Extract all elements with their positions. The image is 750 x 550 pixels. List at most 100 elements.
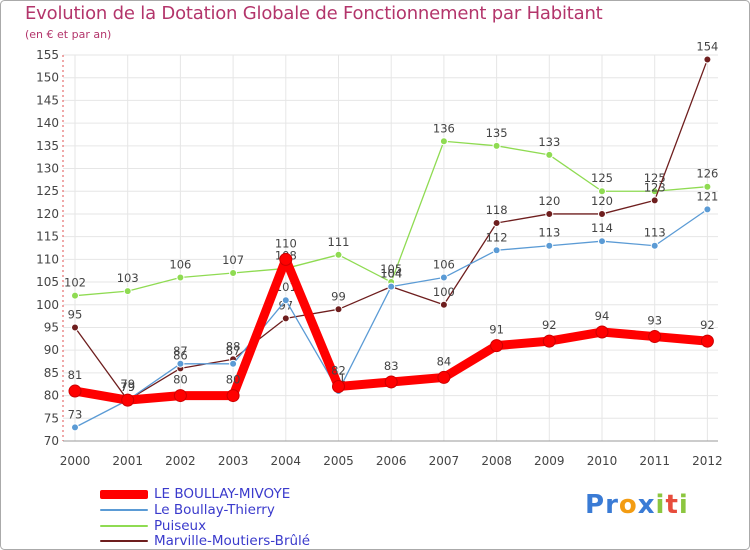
data-label: 114 bbox=[591, 221, 613, 235]
x-tick-label: 2011 bbox=[639, 454, 670, 468]
data-point bbox=[334, 250, 343, 259]
chart-title: Evolution de la Dotation Globale de Fonc… bbox=[25, 3, 603, 24]
data-point bbox=[545, 241, 554, 250]
data-point bbox=[598, 237, 606, 246]
y-tick-label: 115 bbox=[36, 230, 59, 244]
y-tick-label: 140 bbox=[36, 116, 59, 130]
logo-letter: x bbox=[637, 490, 656, 520]
y-tick-label: 130 bbox=[36, 162, 59, 176]
data-label: 135 bbox=[486, 126, 508, 140]
data-label: 103 bbox=[117, 271, 139, 285]
data-point bbox=[71, 291, 79, 300]
data-label: 120 bbox=[538, 194, 560, 208]
data-label: 104 bbox=[380, 267, 402, 281]
data-label: 111 bbox=[328, 235, 350, 249]
data-point bbox=[598, 209, 606, 218]
data-point bbox=[281, 296, 290, 305]
data-label: 110 bbox=[275, 236, 297, 250]
data-point bbox=[703, 55, 712, 64]
data-label: 133 bbox=[538, 135, 560, 149]
x-tick-label: 2004 bbox=[271, 454, 302, 468]
logo-letter: P bbox=[585, 490, 606, 520]
data-label: 107 bbox=[222, 253, 244, 267]
proxiti-logo: Proxiti bbox=[585, 490, 689, 520]
data-point bbox=[332, 380, 345, 394]
data-label: 125 bbox=[644, 171, 666, 185]
logo-letter: o bbox=[618, 490, 638, 520]
data-point bbox=[545, 209, 554, 218]
logo-letter: i bbox=[678, 490, 689, 520]
data-label: 93 bbox=[647, 314, 662, 328]
data-point bbox=[68, 384, 82, 398]
data-label: 88 bbox=[226, 339, 241, 353]
data-label: 87 bbox=[226, 344, 241, 358]
y-tick-label: 90 bbox=[44, 343, 59, 357]
x-tick-label: 2007 bbox=[429, 454, 460, 468]
y-tick-label: 85 bbox=[44, 366, 59, 380]
data-label: 121 bbox=[696, 189, 718, 203]
data-point bbox=[279, 252, 293, 266]
data-label: 126 bbox=[696, 167, 718, 181]
data-label: 106 bbox=[169, 258, 191, 272]
data-label: 92 bbox=[700, 318, 715, 332]
data-point bbox=[703, 205, 712, 214]
data-point bbox=[598, 187, 606, 196]
x-tick-label: 2005 bbox=[323, 454, 354, 468]
data-label: 82 bbox=[331, 364, 346, 378]
data-label: 123 bbox=[644, 180, 666, 194]
data-point bbox=[700, 334, 714, 348]
data-label: 97 bbox=[278, 298, 293, 312]
data-label: 80 bbox=[226, 373, 241, 387]
y-tick-label: 125 bbox=[36, 184, 59, 198]
y-tick-label: 145 bbox=[36, 93, 59, 107]
logo-letter: t bbox=[665, 490, 679, 520]
data-point bbox=[650, 241, 659, 250]
data-label: 80 bbox=[173, 373, 188, 387]
data-label: 125 bbox=[591, 171, 613, 185]
data-label: 91 bbox=[489, 323, 504, 337]
data-label: 79 bbox=[120, 380, 135, 394]
logo-letter: r bbox=[605, 490, 619, 520]
data-label: 106 bbox=[433, 258, 455, 272]
y-tick-label: 135 bbox=[36, 139, 59, 153]
data-point bbox=[595, 325, 609, 339]
y-tick-label: 70 bbox=[44, 434, 59, 448]
x-tick-label: 2006 bbox=[376, 454, 407, 468]
data-label: 83 bbox=[384, 359, 399, 373]
data-point bbox=[492, 246, 501, 255]
data-point bbox=[650, 196, 659, 205]
x-tick-label: 2008 bbox=[481, 454, 512, 468]
data-point bbox=[703, 182, 712, 191]
y-tick-label: 110 bbox=[36, 252, 59, 266]
x-tick-label: 2002 bbox=[165, 454, 196, 468]
y-tick-label: 95 bbox=[44, 320, 59, 334]
data-point bbox=[229, 359, 238, 368]
data-point bbox=[226, 389, 240, 403]
data-label: 79 bbox=[120, 380, 135, 394]
data-point bbox=[545, 150, 554, 159]
data-point bbox=[648, 330, 662, 344]
data-label: 113 bbox=[644, 226, 666, 240]
data-point bbox=[334, 305, 343, 314]
y-tick-label: 155 bbox=[36, 48, 59, 62]
y-tick-label: 150 bbox=[36, 71, 59, 85]
data-label: 113 bbox=[538, 226, 560, 240]
data-point bbox=[384, 375, 398, 389]
y-tick-label: 75 bbox=[44, 411, 59, 425]
y-tick-label: 80 bbox=[44, 389, 59, 403]
data-point bbox=[176, 273, 185, 282]
data-point bbox=[387, 282, 396, 291]
data-label: 99 bbox=[331, 289, 346, 303]
data-label: 154 bbox=[696, 40, 718, 54]
x-tick-label: 2009 bbox=[534, 454, 565, 468]
data-label: 100 bbox=[433, 285, 455, 299]
data-point bbox=[176, 359, 185, 368]
logo-letter: i bbox=[655, 490, 666, 520]
x-tick-label: 2001 bbox=[112, 454, 143, 468]
data-point bbox=[439, 137, 448, 146]
data-label: 81 bbox=[68, 368, 83, 382]
data-point bbox=[71, 423, 79, 432]
data-point bbox=[490, 339, 504, 353]
